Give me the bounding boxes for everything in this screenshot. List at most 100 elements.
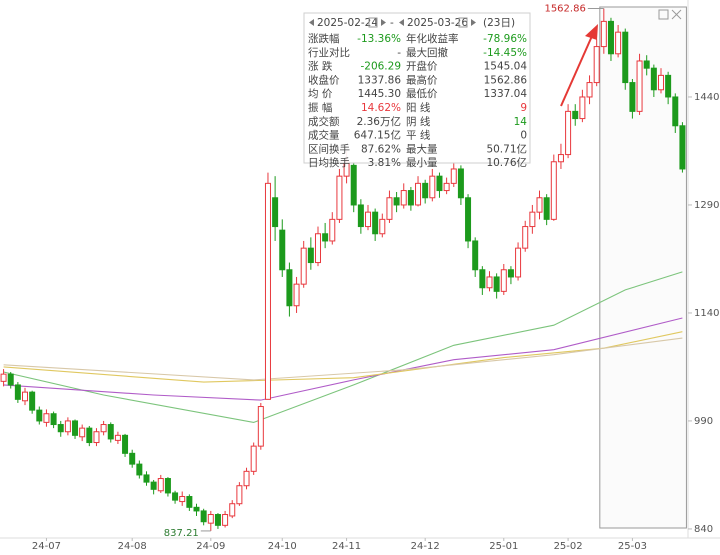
ma-line bbox=[3, 317, 683, 401]
stat-label: 最大量 bbox=[406, 142, 438, 155]
candle-body bbox=[593, 46, 600, 84]
stat-label: 涨跌幅 bbox=[308, 32, 340, 45]
candle-body bbox=[607, 20, 614, 55]
candle-body bbox=[665, 74, 672, 98]
stats-panel: 2025-02-24 - 2025-03-26 (23日) 涨跌幅 -13.36%… bbox=[303, 12, 531, 169]
candle-body bbox=[307, 247, 314, 264]
candle-body bbox=[86, 427, 93, 444]
stat-value: 1337.04 bbox=[484, 88, 528, 100]
stat-value: 1545.04 bbox=[484, 61, 528, 73]
candle-body bbox=[572, 110, 579, 120]
stat-value: -78.96% bbox=[483, 33, 527, 45]
stat-label: 年化收益率 bbox=[406, 32, 459, 45]
candle-body bbox=[186, 496, 193, 508]
candle-body bbox=[122, 434, 129, 454]
candle-body bbox=[465, 197, 472, 242]
calendar-icon[interactable] bbox=[458, 17, 468, 28]
stat-label: 开盘价 bbox=[406, 60, 438, 73]
candle-body bbox=[250, 445, 257, 472]
x-tick-label: 25-01 bbox=[489, 541, 518, 552]
candle-body bbox=[457, 168, 464, 199]
candle-body bbox=[415, 182, 422, 206]
next-icon[interactable] bbox=[471, 19, 476, 26]
candle-body bbox=[236, 485, 243, 505]
arrow-head bbox=[585, 24, 598, 40]
candle-body bbox=[350, 164, 357, 206]
candle-body bbox=[79, 427, 86, 438]
candle-body bbox=[622, 31, 629, 84]
candle-body bbox=[565, 110, 572, 156]
stat-value: 50.71亿 bbox=[486, 142, 527, 155]
stat-label: 阴 线 bbox=[406, 115, 431, 128]
prev-icon[interactable] bbox=[309, 19, 314, 26]
maximize-icon[interactable] bbox=[658, 9, 669, 20]
candle-body bbox=[293, 283, 300, 307]
x-tick-label: 24-07 bbox=[32, 541, 61, 552]
start-date[interactable]: 2025-02-24 bbox=[317, 17, 378, 29]
close-icon[interactable] bbox=[671, 9, 682, 20]
high-label: 1562.86 bbox=[544, 4, 585, 15]
candle-body bbox=[64, 420, 71, 433]
stat-value: 2.36万亿 bbox=[357, 115, 401, 128]
stat-label: 成交量 bbox=[308, 129, 340, 142]
candle-body bbox=[365, 211, 372, 228]
x-tick-label: 24-12 bbox=[411, 541, 440, 552]
candle-body bbox=[586, 82, 593, 98]
stat-value: 1337.86 bbox=[358, 74, 402, 86]
ma-line bbox=[3, 337, 683, 381]
candle-body bbox=[407, 190, 414, 206]
end-date[interactable]: 2025-03-26 bbox=[407, 17, 468, 29]
stat-value: - bbox=[397, 47, 401, 59]
stat-label: 区间换手 bbox=[308, 142, 350, 155]
stat-value: 10.76亿 bbox=[486, 156, 527, 169]
candle-body bbox=[200, 510, 207, 523]
stat-value: 3.81% bbox=[368, 157, 401, 169]
candle-body bbox=[379, 218, 386, 235]
candle-body bbox=[422, 182, 429, 199]
candle-body bbox=[400, 190, 407, 206]
prev-icon[interactable] bbox=[399, 19, 404, 26]
calendar-icon[interactable] bbox=[368, 17, 378, 28]
stat-value: -13.36% bbox=[357, 33, 401, 45]
stat-label: 均 价 bbox=[308, 88, 333, 100]
candle-body bbox=[93, 431, 100, 444]
candle-body bbox=[222, 514, 229, 526]
candle-body bbox=[679, 125, 686, 170]
stat-label: 收盘价 bbox=[308, 73, 340, 86]
candle-body bbox=[672, 96, 679, 127]
candle-body bbox=[322, 233, 329, 242]
ma-line bbox=[3, 331, 683, 383]
candle-body bbox=[522, 226, 529, 249]
candle-body bbox=[386, 197, 393, 220]
candle-body bbox=[636, 60, 643, 112]
stat-label: 最高价 bbox=[406, 73, 438, 86]
candle-body bbox=[450, 168, 457, 184]
stat-label: 涨 跌 bbox=[308, 60, 333, 73]
candle-body bbox=[536, 197, 543, 213]
candle-body bbox=[0, 373, 7, 382]
candle-body bbox=[22, 391, 29, 402]
candle-body bbox=[214, 514, 221, 526]
candle-body bbox=[643, 60, 650, 69]
x-tick-label: 25-03 bbox=[618, 541, 647, 552]
candle-body bbox=[272, 197, 279, 228]
x-tick-label: 24-08 bbox=[118, 541, 147, 552]
stat-label: 阳 线 bbox=[406, 101, 431, 114]
y-tick-label: 1290 bbox=[694, 200, 719, 211]
candle-body bbox=[207, 514, 214, 524]
candle-body bbox=[615, 31, 622, 55]
stat-value: 87.62% bbox=[361, 143, 401, 155]
low-label: 837.21 bbox=[164, 528, 199, 539]
next-icon[interactable] bbox=[381, 19, 386, 26]
y-tick-label: 1440 bbox=[694, 92, 719, 103]
stat-value: 0 bbox=[520, 130, 527, 142]
candle-body bbox=[143, 474, 150, 483]
day-count: (23日) bbox=[483, 17, 515, 29]
candle-body bbox=[650, 67, 657, 91]
stat-value: 14.62% bbox=[361, 102, 401, 114]
candle-body bbox=[314, 233, 321, 264]
candle-body bbox=[579, 96, 586, 120]
candle-body bbox=[372, 211, 379, 235]
candle-body bbox=[164, 478, 171, 494]
